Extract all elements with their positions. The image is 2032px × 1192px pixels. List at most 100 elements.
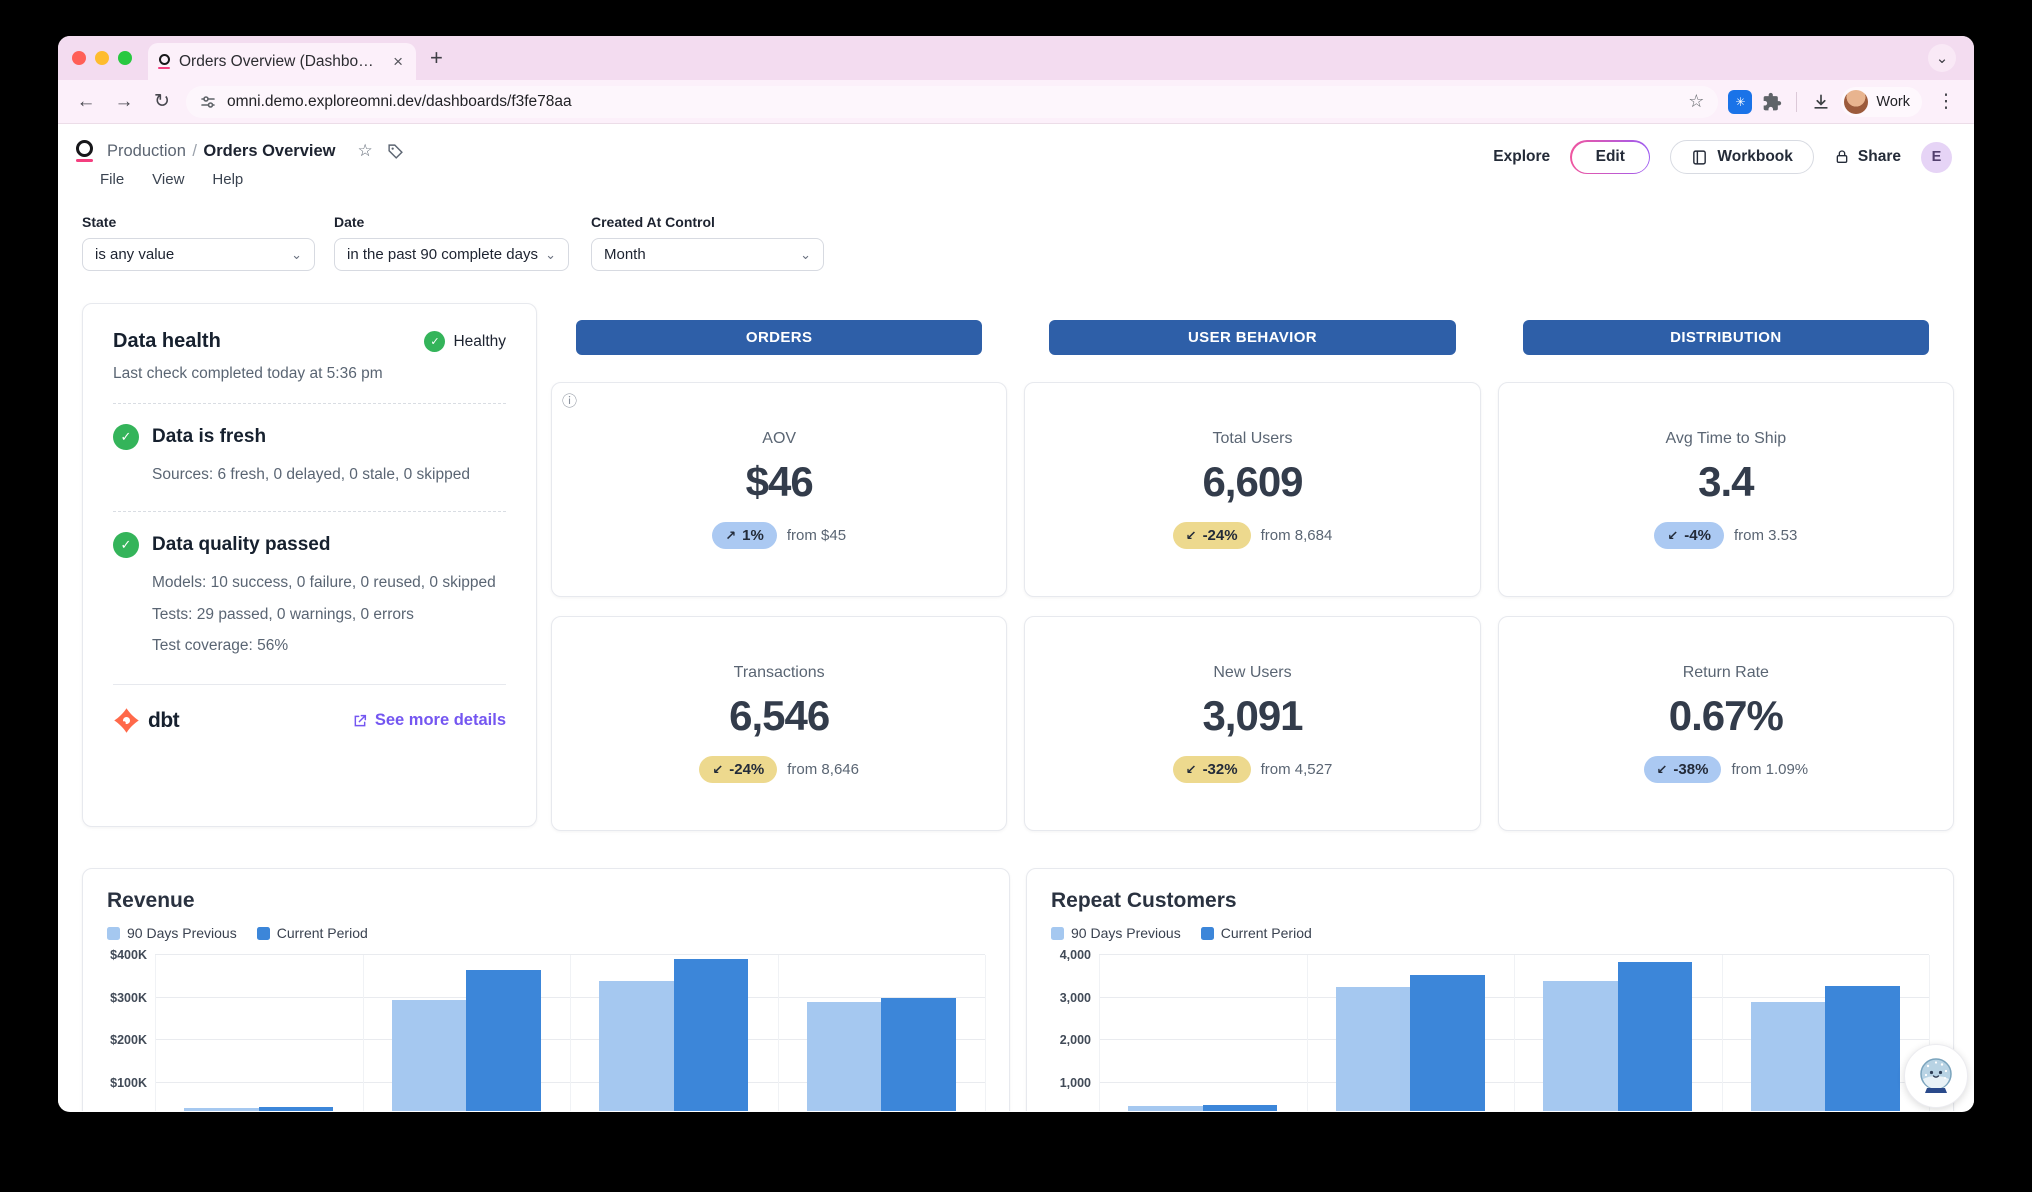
legend-swatch (256, 926, 270, 940)
bar[interactable] (466, 969, 541, 1111)
menu-help[interactable]: Help (212, 171, 244, 188)
y-tick-label: $300K (110, 990, 147, 1005)
bar[interactable] (258, 1107, 334, 1111)
kpi-card-return-rate: Return Rate 0.67% ↙ -38% from 1.09% (1497, 616, 1954, 831)
chart-title: Revenue (107, 889, 195, 912)
data-health-card: Data health ✓ Healthy Last check complet… (82, 303, 537, 827)
window-zoom-button[interactable] (118, 51, 132, 65)
page-title: Orders Overview (203, 141, 336, 160)
bar[interactable] (1750, 1001, 1826, 1111)
explore-button[interactable]: Explore (1493, 148, 1551, 165)
kpi-value: 3,091 (1202, 692, 1303, 739)
bar[interactable] (881, 997, 956, 1111)
profile-avatar (1844, 89, 1869, 114)
bar[interactable] (1335, 986, 1411, 1111)
overflow-menu-icon[interactable]: ⋮ (1936, 91, 1956, 112)
kpi-value: $46 (745, 458, 814, 505)
address-bar[interactable]: omni.demo.exploreomni.dev/dashboards/f3f… (186, 85, 1719, 118)
bar[interactable] (1617, 961, 1693, 1111)
breadcrumb: Production / Orders Overview (107, 141, 336, 160)
kpi-card-avg-time-to-ship: Avg Time to Ship 3.4 ↙ -4% from 3.53 (1497, 382, 1954, 597)
assistant-bubble-button[interactable] (1904, 1044, 1968, 1108)
download-icon[interactable] (1811, 92, 1831, 112)
trend-arrow-icon: ↙ (1185, 527, 1197, 543)
reload-button[interactable]: ↻ (154, 91, 170, 112)
column-distribution: DISTRIBUTION Avg Time to Ship 3.4 ↙ -4% f… (1497, 320, 1954, 850)
column-orders: ORDERS ⓘ AOV $46 ↗ 1% from $45 Transactio… (551, 320, 1008, 850)
workbook-button[interactable]: Workbook (1670, 140, 1814, 174)
menu-file[interactable]: File (100, 171, 125, 188)
bar[interactable] (673, 959, 749, 1111)
chevron-down-icon: ⌄ (800, 246, 811, 262)
browser-tab[interactable]: Orders Overview (Dashboard) × (148, 43, 416, 80)
kpi-value: 3.4 (1698, 458, 1754, 505)
section-button-orders[interactable]: ORDERS (576, 320, 983, 355)
bar-group (1307, 955, 1515, 1111)
edit-button[interactable]: Edit (1570, 140, 1651, 174)
health-status-badge: ✓ Healthy (424, 331, 506, 352)
date-filter-select[interactable]: in the past 90 complete days ⌄ (334, 238, 569, 271)
y-tick-label: $400K (110, 948, 147, 962)
section-button-user-behavior[interactable]: USER BEHAVIOR (1049, 320, 1456, 355)
kpi-value: 0.67% (1668, 692, 1784, 739)
dashboard-page: Production / Orders Overview ☆ File View… (58, 124, 1974, 1111)
bar[interactable] (1202, 1105, 1278, 1111)
window-close-button[interactable] (72, 51, 86, 65)
bar[interactable] (1128, 1105, 1203, 1111)
bar[interactable] (184, 1108, 259, 1111)
bar[interactable] (1410, 975, 1485, 1111)
data-health-title: Data health (113, 330, 221, 352)
repeat-customers-chart-card: Repeat Customers 90 Days Previous Curren… (1026, 868, 1954, 1111)
gridline (362, 955, 364, 1111)
created-at-filter-select[interactable]: Month ⌄ (591, 238, 824, 271)
column-user-behavior: USER BEHAVIOR Total Users 6,609 ↙ -24% fr… (1024, 320, 1481, 850)
check-item-freshness: ✓ Data is fresh Sources: 6 fresh, 0 dela… (113, 424, 506, 491)
bar-group (570, 955, 778, 1111)
extensions-puzzle-icon[interactable] (1762, 92, 1782, 112)
tab-close-icon[interactable]: × (393, 52, 403, 71)
y-tick-label: $100K (110, 1075, 147, 1090)
browser-profile-chip[interactable]: Work (1841, 86, 1922, 117)
forward-button[interactable]: → (114, 90, 134, 112)
trend-arrow-icon: ↙ (712, 761, 724, 777)
chevron-down-icon: ⌄ (291, 246, 302, 262)
tab-list-chevron-icon[interactable]: ⌄ (1928, 44, 1956, 72)
menu-view[interactable]: View (152, 171, 185, 188)
legend-swatch (1200, 926, 1214, 940)
bookmark-star-icon[interactable]: ☆ (1688, 91, 1705, 111)
section-button-distribution[interactable]: DISTRIBUTION (1522, 320, 1929, 355)
new-tab-button[interactable]: + (430, 45, 443, 70)
see-more-details-link[interactable]: See more details (352, 711, 506, 730)
window-minimize-button[interactable] (95, 51, 109, 65)
tag-icon[interactable] (387, 143, 404, 160)
bar[interactable] (1543, 981, 1618, 1111)
omni-logo-icon[interactable] (76, 140, 93, 162)
user-avatar[interactable]: E (1921, 141, 1952, 173)
gridline (1514, 955, 1515, 1111)
kpi-grid: ORDERS ⓘ AOV $46 ↗ 1% from $45 Transactio… (551, 320, 1954, 850)
pinned-extension-icon[interactable]: ✳ (1728, 89, 1753, 114)
share-button[interactable]: Share (1834, 148, 1901, 166)
bar[interactable] (1825, 986, 1900, 1111)
check-icon: ✓ (113, 531, 139, 558)
bar[interactable] (806, 1001, 882, 1111)
bar[interactable] (599, 980, 674, 1111)
chart-plot (155, 954, 986, 1111)
chart-plot (1099, 954, 1930, 1111)
state-filter-select[interactable]: is any value ⌄ (82, 238, 315, 271)
trend-arrow-icon: ↙ (1656, 761, 1668, 777)
delta-badge: ↙ -38% (1643, 756, 1722, 783)
info-icon[interactable]: ⓘ (562, 393, 578, 410)
tab-strip: Orders Overview (Dashboard) × + ⌄ (58, 36, 1974, 80)
gridline (155, 955, 156, 1111)
check-icon: ✓ (113, 424, 139, 450)
delta-badge: ↙ -24% (699, 756, 778, 783)
favorite-star-icon[interactable]: ☆ (357, 141, 373, 160)
bar[interactable] (391, 999, 467, 1111)
breadcrumb-env[interactable]: Production (107, 141, 186, 160)
url-text[interactable]: omni.demo.exploreomni.dev/dashboards/f3f… (227, 92, 572, 110)
chart-legend: 90 Days Previous Current Period (1051, 925, 1929, 941)
site-info-icon[interactable] (200, 94, 216, 110)
back-button[interactable]: ← (76, 90, 96, 112)
